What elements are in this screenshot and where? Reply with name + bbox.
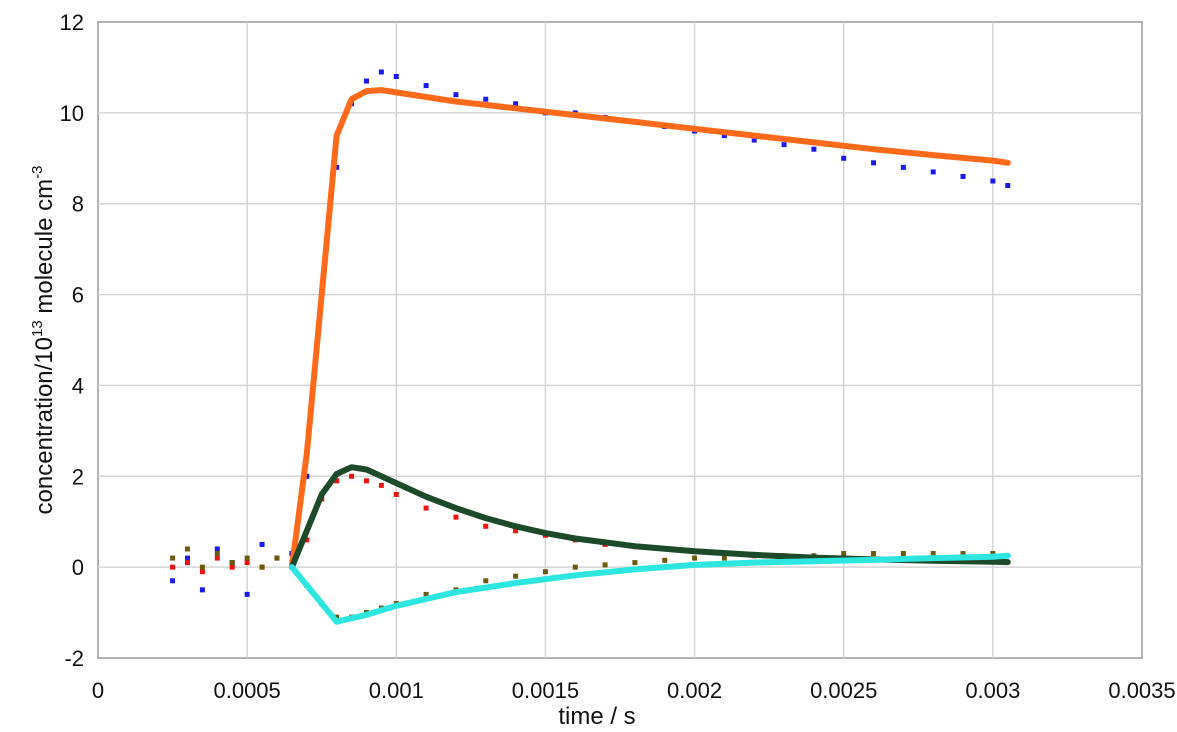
data-point-olive-points: [900, 551, 906, 557]
data-point-olive-points: [930, 551, 936, 557]
data-point-blue-points: [1005, 183, 1011, 189]
x-tick-label: 0.0015: [512, 678, 579, 703]
data-point-red-points: [199, 569, 205, 575]
data-point-blue-points: [453, 92, 459, 98]
data-point-olive-points: [423, 591, 429, 597]
data-point-olive-points: [602, 562, 608, 568]
data-point-olive-points: [244, 555, 250, 561]
data-point-red-points: [184, 560, 190, 566]
x-tick-label: 0.001: [369, 678, 424, 703]
data-point-blue-points: [244, 591, 250, 597]
x-tick-label: 0.002: [667, 678, 722, 703]
data-point-olive-points: [199, 564, 205, 570]
data-point-blue-points: [513, 101, 519, 107]
data-point-blue-points: [721, 133, 727, 139]
fit-line-cyan-fit: [288, 552, 1011, 625]
data-point-olive-points: [572, 564, 578, 570]
data-point-blue-points: [781, 142, 787, 148]
data-point-olive-points: [259, 564, 265, 570]
x-tick-label: 0.003: [965, 678, 1020, 703]
y-axis-label: concentration/1013 molecule cm-3: [29, 166, 58, 515]
data-point-olive-points: [871, 551, 877, 557]
y-tick-label: 6: [72, 283, 84, 308]
data-point-olive-points: [841, 551, 847, 557]
data-point-olive-points: [662, 557, 668, 563]
y-axis-label-exp2: -3: [29, 166, 46, 179]
data-point-olive-points: [483, 578, 489, 584]
data-point-blue-points: [363, 78, 369, 84]
data-point-red-points: [334, 478, 340, 484]
x-axis-label: time / s: [558, 703, 635, 730]
data-point-red-points: [483, 523, 489, 529]
data-point-olive-points: [513, 573, 519, 579]
data-point-olive-points: [229, 560, 235, 566]
data-point-blue-points: [900, 164, 906, 170]
y-tick-label: 10: [60, 101, 84, 126]
y-axis-label-base: concentration/10: [31, 337, 58, 514]
data-point-blue-points: [960, 173, 966, 179]
data-point-blue-points: [930, 169, 936, 175]
x-tick-label: 0.0035: [1108, 678, 1175, 703]
data-point-blue-points: [184, 555, 190, 561]
y-axis-label-exp: 13: [29, 320, 46, 337]
data-point-blue-points: [393, 74, 399, 80]
y-tick-label: 12: [60, 10, 84, 35]
x-tick-label: 0: [92, 678, 104, 703]
data-point-red-points: [513, 528, 519, 534]
data-point-olive-points: [170, 555, 176, 561]
data-point-red-points: [304, 537, 310, 543]
y-tick-label: 8: [72, 192, 84, 217]
data-point-blue-points: [811, 146, 817, 152]
data-point-red-points: [378, 482, 384, 488]
data-point-blue-points: [199, 587, 205, 593]
data-point-olive-points: [692, 555, 698, 561]
data-point-blue-points: [423, 83, 429, 89]
x-tick-labels: 0 0.0005 0.001 0.0015 0.002 0.0025 0.003 0.0035: [92, 678, 1176, 703]
data-point-red-points: [363, 478, 369, 484]
data-point-blue-points: [214, 546, 220, 552]
data-point-olive-points: [960, 551, 966, 557]
data-point-olive-points: [542, 569, 548, 575]
data-point-red-points: [214, 555, 220, 561]
data-point-red-points: [453, 514, 459, 520]
y-tick-label: 2: [72, 464, 84, 489]
data-point-red-points: [229, 564, 235, 570]
data-point-blue-points: [871, 160, 877, 166]
data-point-blue-points: [841, 155, 847, 161]
data-point-red-points: [349, 473, 355, 479]
data-point-red-points: [393, 491, 399, 497]
y-tick-label: -2: [64, 646, 84, 671]
y-tick-label: 0: [72, 555, 84, 580]
x-tick-label: 0.0005: [213, 678, 280, 703]
data-point-olive-points: [721, 555, 727, 561]
data-point-red-points: [423, 505, 429, 511]
x-tick-label: 0.0025: [810, 678, 877, 703]
y-tick-label: 4: [72, 373, 84, 398]
data-point-olive-points: [990, 551, 996, 557]
data-point-red-points: [244, 560, 250, 566]
data-point-blue-points: [378, 69, 384, 75]
data-point-blue-points: [483, 96, 489, 102]
y-tick-labels: -2 0 2 4 6 8 10 12: [60, 10, 84, 671]
data-point-olive-points: [214, 551, 220, 557]
fit-line-orange-fit: [288, 87, 1011, 571]
plot-frame: [97, 21, 1143, 659]
fit-lines: [288, 87, 1011, 625]
data-point-olive-points: [274, 555, 280, 561]
data-point-olive-points: [632, 560, 638, 566]
data-point-olive-points: [184, 546, 190, 552]
data-point-blue-points: [259, 541, 265, 547]
y-axis-label-mid: molecule cm: [31, 179, 58, 320]
data-point-blue-points: [751, 137, 757, 143]
data-point-blue-points: [170, 578, 176, 584]
data-point-blue-points: [990, 178, 996, 184]
data-point-red-points: [170, 564, 176, 570]
